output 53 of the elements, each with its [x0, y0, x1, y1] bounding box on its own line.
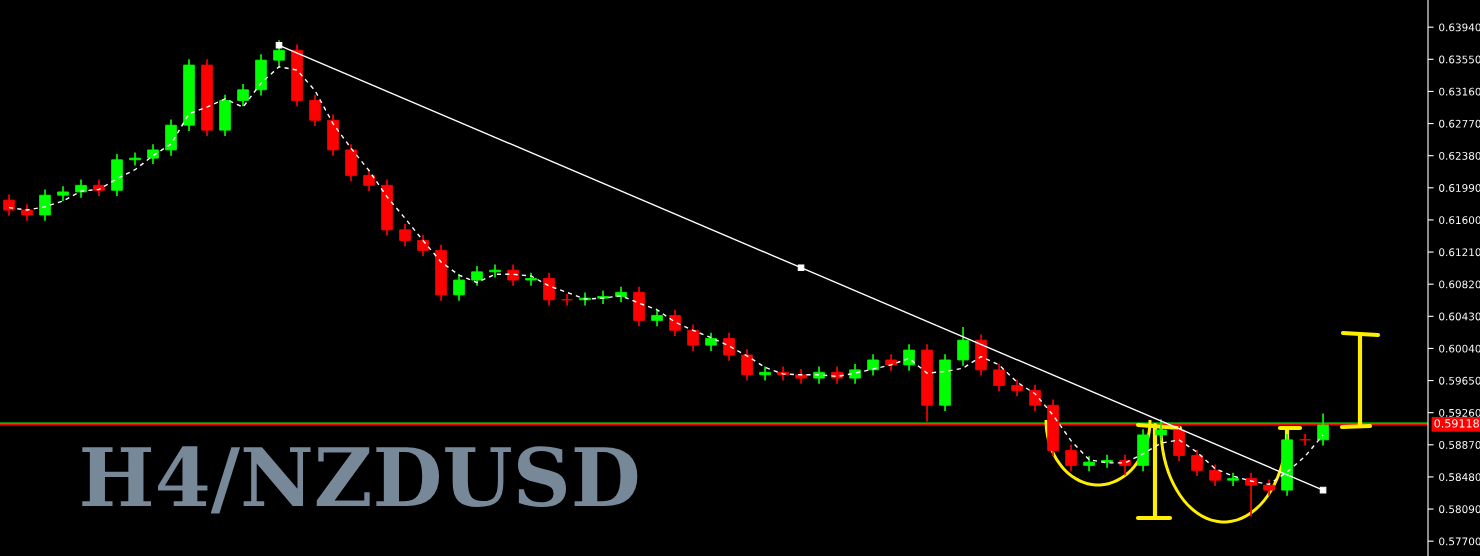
- candlestick: [75, 178, 87, 199]
- candlestick: [39, 188, 51, 222]
- y-tick-label: 0.60430: [1439, 312, 1480, 321]
- candlestick: [993, 363, 1005, 393]
- candlestick: [507, 263, 519, 287]
- candlestick: [399, 223, 411, 248]
- y-tick-label: 0.59650: [1439, 376, 1480, 385]
- candlestick: [1065, 443, 1077, 472]
- candlestick: [309, 93, 321, 127]
- y-tick-label: 0.62380: [1439, 151, 1480, 160]
- y-tick-label: 0.61210: [1439, 248, 1480, 257]
- annotation: H4/NZDUSD: [82, 446, 638, 514]
- y-tick-label: 0.59260: [1439, 408, 1480, 417]
- y-tick-label: 0.63160: [1439, 87, 1480, 96]
- point: [797, 264, 805, 271]
- candlestick: [957, 326, 969, 367]
- y-tick-label: 0.61990: [1439, 184, 1480, 192]
- candlestick: [237, 83, 249, 108]
- y-tick-label: 0.61600: [1439, 216, 1480, 225]
- candlestick: [561, 293, 573, 307]
- candlestick: [1191, 448, 1203, 477]
- y-tick-label: 0.60040: [1439, 344, 1480, 353]
- candlestick: [1299, 433, 1311, 447]
- candlestick: [1101, 453, 1113, 469]
- candlestick: [417, 233, 429, 258]
- candlestick: [687, 323, 699, 352]
- candlestick: [1227, 471, 1239, 487]
- y-tick-label: 0.58870: [1439, 441, 1480, 449]
- y-tick-label: 0.57700: [1439, 537, 1480, 546]
- point: [275, 42, 283, 49]
- candlestick: [867, 353, 879, 377]
- candlestick: [597, 289, 609, 305]
- candlestick: [741, 348, 753, 382]
- ref-line-label: 0.59118: [1434, 419, 1479, 428]
- candlestick: [363, 168, 375, 192]
- candlestick: [705, 331, 717, 352]
- candlestick: [543, 271, 555, 307]
- candlestick: [669, 308, 681, 337]
- y-tick-label: 0.63940: [1439, 23, 1480, 32]
- y-tick-label: 0.63550: [1439, 55, 1480, 64]
- candlestick: [849, 363, 861, 385]
- candlestick: [1245, 471, 1257, 518]
- y-tick-label: 0.62770: [1439, 119, 1480, 128]
- y-tick-label: 0.60820: [1439, 280, 1480, 289]
- y-tick-label: 0.58090: [1439, 505, 1480, 514]
- y-tick-label: 0.58480: [1439, 473, 1480, 482]
- candlestick: [471, 265, 483, 287]
- candlestick: [453, 273, 465, 302]
- candlestick: [723, 331, 735, 362]
- candlestick: [1029, 383, 1041, 412]
- candlestick: [759, 365, 771, 382]
- candlestick: [903, 343, 915, 372]
- candlestick: [1209, 463, 1221, 487]
